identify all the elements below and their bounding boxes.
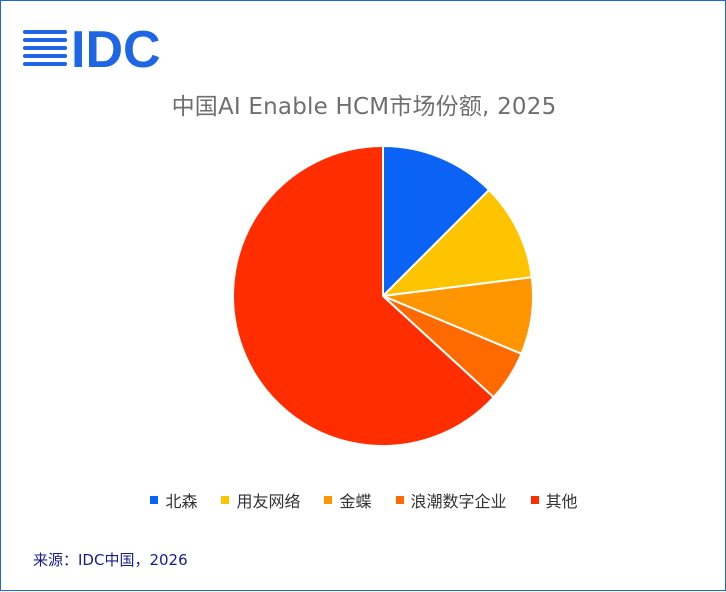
idc-logo-text: IDC bbox=[71, 21, 161, 75]
legend-item-0: 北森 bbox=[150, 488, 197, 512]
pie-slice-1 bbox=[380, 188, 533, 298]
legend-item-2: 金蝶 bbox=[324, 488, 372, 512]
chart-title: 中国AI Enable HCM市场份额, 2025 bbox=[171, 94, 557, 120]
legend-item-3: 浪潮数字企业 bbox=[395, 488, 507, 512]
legend-item-4: 其他 bbox=[530, 488, 578, 512]
legend-swatch bbox=[150, 496, 159, 504]
legend-swatch bbox=[395, 496, 404, 504]
legend-item-1: 用友网络 bbox=[221, 488, 300, 512]
legend-swatch bbox=[530, 496, 539, 504]
chart-legend: 北森 用友网络 金蝶 浪潮数字企业 其他 bbox=[1, 488, 726, 512]
legend-label: 金蝶 bbox=[339, 492, 372, 511]
source-note: 来源：IDC中国，2026 bbox=[33, 551, 188, 569]
legend-swatch bbox=[324, 496, 333, 504]
idc-logo: IDC bbox=[23, 21, 161, 75]
pie-slice-4 bbox=[232, 144, 496, 447]
legend-label: 北森 bbox=[165, 492, 198, 511]
legend-label: 用友网络 bbox=[236, 492, 301, 511]
legend-label: 其他 bbox=[545, 492, 578, 511]
legend-swatch bbox=[221, 496, 230, 504]
pie-slice-0 bbox=[382, 144, 491, 299]
legend-label: 浪潮数字企业 bbox=[410, 492, 507, 511]
